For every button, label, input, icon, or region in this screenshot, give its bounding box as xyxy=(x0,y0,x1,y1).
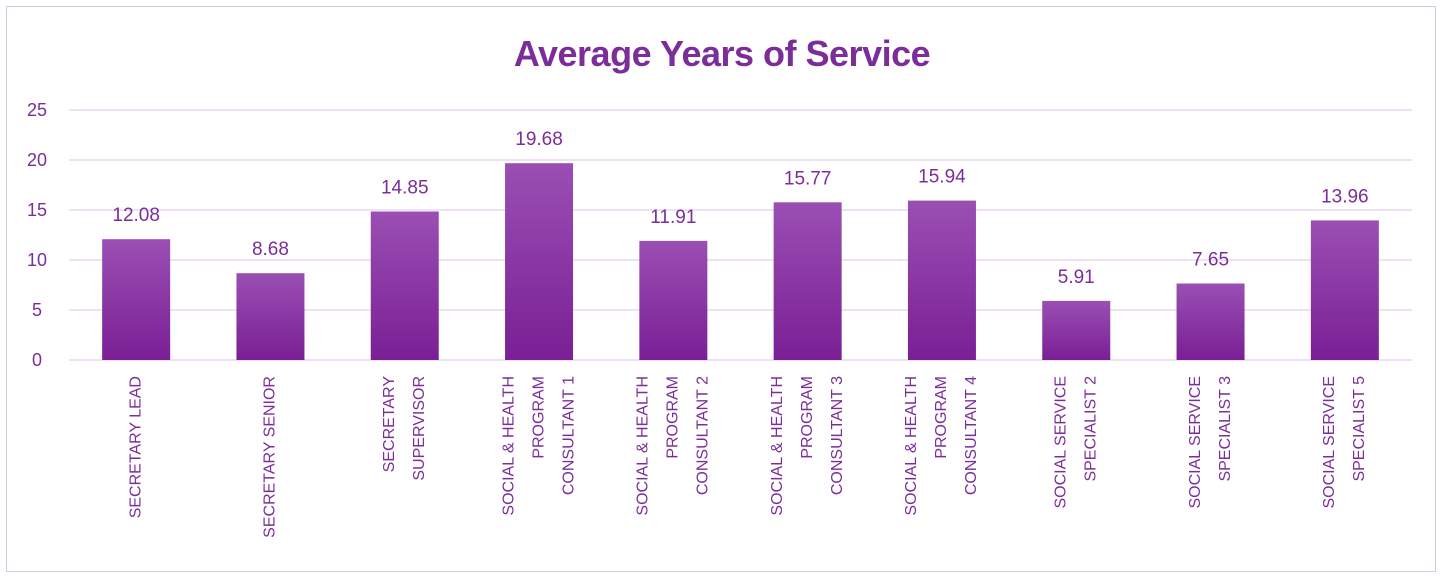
y-tick-label: 15 xyxy=(27,200,47,220)
y-tick-label: 20 xyxy=(27,150,47,170)
category-label-line: CONSULTANT 3 xyxy=(829,376,846,495)
bars xyxy=(102,163,1379,360)
category-label-line: PROGRAM xyxy=(665,376,682,459)
bar-7 xyxy=(907,200,976,360)
category-label-line: SPECIALIST 2 xyxy=(1082,376,1099,482)
data-label-4: 19.68 xyxy=(515,129,563,150)
category-label-7: SOCIAL & HEALTH PROGRAM CONSULTANT 4 xyxy=(903,376,980,516)
category-label-line: SOCIAL & HEALTH xyxy=(635,376,652,516)
category-label-line: SECRETARY SENIOR xyxy=(262,376,279,538)
category-label-line: SOCIAL SERVICE xyxy=(1321,376,1338,509)
category-label-line: SOCIAL SERVICE xyxy=(1052,376,1069,509)
category-label-1: SECRETARY LEAD xyxy=(127,376,144,518)
category-label-2: SECRETARY SENIOR xyxy=(262,376,279,538)
category-label-line: PROGRAM xyxy=(530,376,547,459)
category-label-line: SECRETARY LEAD xyxy=(127,376,144,518)
category-label-line: SOCIAL & HEALTH xyxy=(769,376,786,516)
category-label-line: PROGRAM xyxy=(799,376,816,459)
y-tick-label: 0 xyxy=(32,350,42,370)
y-tick-label: 10 xyxy=(27,250,47,270)
data-label-9: 7.65 xyxy=(1192,250,1229,271)
category-label-line: CONSULTANT 2 xyxy=(695,376,712,495)
category-label-5: SOCIAL & HEALTH PROGRAM CONSULTANT 2 xyxy=(635,376,712,516)
data-label-1: 12.08 xyxy=(112,205,160,226)
category-label-3: SECRETARY SUPERVISOR xyxy=(381,376,428,481)
category-label-line: PROGRAM xyxy=(933,376,950,459)
data-label-3: 14.85 xyxy=(381,178,429,199)
category-label-6: SOCIAL & HEALTH PROGRAM CONSULTANT 3 xyxy=(769,376,846,516)
category-label-line: SPECIALIST 5 xyxy=(1351,376,1368,482)
bar-1 xyxy=(102,239,171,360)
category-label-10: SOCIAL SERVICE SPECIALIST 5 xyxy=(1321,376,1368,509)
data-label-8: 5.91 xyxy=(1058,267,1095,288)
bar-2 xyxy=(236,273,305,360)
bar-8 xyxy=(1042,300,1111,360)
bar-10 xyxy=(1310,220,1379,360)
bar-4 xyxy=(505,163,574,360)
category-label-line: CONSULTANT 4 xyxy=(963,376,980,495)
category-label-9: SOCIAL SERVICE SPECIALIST 3 xyxy=(1187,376,1234,509)
category-label-line: SUPERVISOR xyxy=(411,376,428,481)
category-label-line: SOCIAL SERVICE xyxy=(1187,376,1204,509)
category-label-line: SPECIALIST 3 xyxy=(1217,376,1234,482)
data-label-5: 11.91 xyxy=(650,207,696,228)
bar-3 xyxy=(370,211,439,360)
category-label-8: SOCIAL SERVICE SPECIALIST 2 xyxy=(1052,376,1099,509)
data-labels: 12.08 8.68 14.85 19.68 11.91 15.77 15.94 5.91 7.… xyxy=(112,129,1368,288)
data-label-2: 8.68 xyxy=(252,239,289,260)
category-label-line: SOCIAL & HEALTH xyxy=(903,376,920,516)
category-label-line: CONSULTANT 1 xyxy=(560,376,577,495)
bar-5 xyxy=(639,240,708,360)
data-label-10: 13.96 xyxy=(1321,186,1369,207)
y-tick-label: 25 xyxy=(27,100,47,120)
chart-title: Average Years of Service xyxy=(513,33,931,74)
category-label-4: SOCIAL & HEALTH PROGRAM CONSULTANT 1 xyxy=(500,376,577,516)
category-labels: SECRETARY LEAD SECRETARY SENIOR SECRETARY S… xyxy=(127,376,1368,538)
bar-6 xyxy=(773,202,842,360)
data-label-7: 15.94 xyxy=(918,167,966,188)
category-label-line: SECRETARY xyxy=(381,376,398,473)
category-label-line: SOCIAL & HEALTH xyxy=(500,376,517,516)
data-label-6: 15.77 xyxy=(784,168,832,189)
y-tick-label: 5 xyxy=(32,300,42,320)
bar-9 xyxy=(1176,283,1245,360)
y-axis-ticks: 0 5 10 15 20 25 xyxy=(27,100,47,370)
